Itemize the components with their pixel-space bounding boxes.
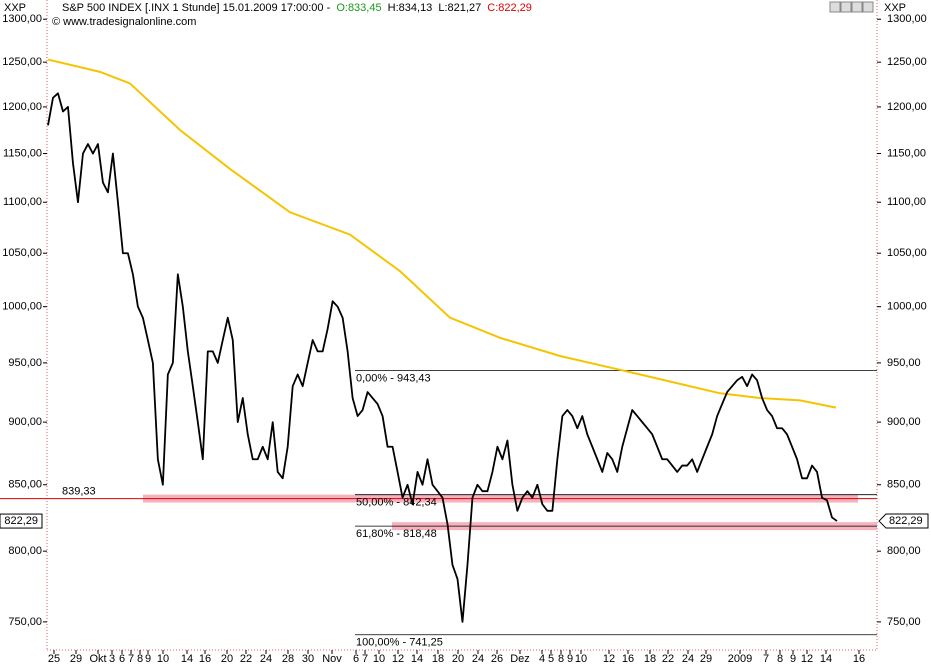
x-tick-label: 30 [302, 653, 314, 665]
x-tick-label: 18 [644, 653, 656, 665]
x-tick-label: 7 [362, 653, 368, 665]
symbol-left: XXP [4, 2, 26, 14]
x-tick-label: 12 [801, 653, 813, 665]
x-tick-label: Okt [89, 653, 106, 665]
y-tick-label: 1050,00 [2, 247, 42, 259]
y-tick-label: 800,00 [8, 545, 42, 557]
button-end[interactable] [851, 1, 863, 13]
x-tick-label: 25 [48, 653, 60, 665]
x-tick-label: 9 [145, 653, 151, 665]
last-price-box-right [878, 513, 929, 529]
nav-buttons[interactable] [829, 1, 874, 13]
button-left[interactable] [829, 1, 841, 13]
x-tick-label: 2009 [728, 653, 752, 665]
fib-label: 50,00% - 842,34 [356, 497, 437, 509]
x-tick-label: Nov [322, 653, 342, 665]
fib-label: 0,00% - 943,43 [356, 372, 431, 384]
x-tick-label: 28 [282, 653, 294, 665]
header: S&P 500 INDEX [.INX 1 Stunde] 15.01.2009… [62, 2, 532, 14]
header-close: C:822,29 [487, 2, 532, 14]
last-price-left: 822,29 [4, 515, 38, 527]
y-tick-label-right: 750,00 [887, 616, 921, 628]
y-tick-label-right: 850,00 [887, 479, 921, 491]
x-tick-label: 8 [558, 653, 564, 665]
x-tick-label: 16 [622, 653, 634, 665]
header-open: O:833,45 [336, 2, 381, 14]
header-high: H:834,13 [388, 2, 433, 14]
x-tick-label: 16 [853, 653, 865, 665]
x-tick-label: 3 [109, 653, 115, 665]
x-tick-label: 7 [128, 653, 134, 665]
x-tick-label: Dez [510, 653, 530, 665]
header-low: L:821,27 [438, 2, 481, 14]
y-tick-label-right: 1200,00 [887, 101, 927, 113]
y-tick-label-right: 950,00 [887, 357, 921, 369]
x-tick-label: 6 [353, 653, 359, 665]
x-tick-label: 26 [491, 653, 503, 665]
x-tick-label: 24 [682, 653, 694, 665]
button-right[interactable] [840, 1, 852, 13]
symbol-right: XXP [884, 2, 906, 14]
fib-label: 61,80% - 818,48 [356, 528, 437, 540]
y-tick-label-right: 1250,00 [887, 56, 927, 68]
x-tick-label: 4 [539, 653, 545, 665]
y-tick-label-right: 1150,00 [887, 147, 926, 159]
y-tick-label: 1200,00 [2, 101, 42, 113]
y-tick-label: 750,00 [8, 616, 42, 628]
moving-average [47, 58, 837, 409]
x-tick-label: 6 [119, 653, 125, 665]
header-instrument: S&P 500 INDEX [.INX 1 Stunde] 15.01.2009… [62, 2, 331, 14]
x-tick-label: 10 [373, 653, 385, 665]
y-tick-label: 1300,00 [2, 13, 42, 25]
last-price-box-left [0, 513, 43, 529]
x-tick-label: 24 [260, 653, 272, 665]
y-tick-label-right: 900,00 [887, 416, 921, 428]
button-maximize[interactable] [862, 1, 874, 13]
y-tick-label: 1100,00 [3, 196, 42, 208]
y-tick-label-right: 1050,00 [887, 247, 927, 259]
x-tick-label: 10 [575, 653, 587, 665]
x-tick-label: 14 [181, 653, 193, 665]
y-tick-label: 850,00 [8, 479, 42, 491]
price-line [47, 92, 838, 623]
x-tick-label: 20 [221, 653, 233, 665]
fib-label: 100,00% - 741,25 [356, 637, 443, 649]
y-tick-label-right: 1300,00 [887, 13, 927, 25]
y-tick-label-right: 1000,00 [887, 301, 927, 313]
copyright: © www.tradesignalonline.com [52, 16, 196, 28]
y-tick-label: 900,00 [8, 416, 42, 428]
y-tick-label: 950,00 [8, 357, 42, 369]
x-tick-label: 29 [700, 653, 712, 665]
x-tick-label: 14 [411, 653, 423, 665]
x-tick-label: 20 [452, 653, 464, 665]
x-tick-label: 29 [70, 653, 82, 665]
x-tick-label: 12 [392, 653, 404, 665]
x-tick-label: 14 [820, 653, 832, 665]
last-price-right: 822,29 [889, 515, 923, 527]
x-tick-label: 7 [763, 653, 769, 665]
y-tick-label: 1000,00 [2, 301, 42, 313]
x-tick-label: 8 [777, 653, 783, 665]
x-tick-label: 22 [240, 653, 252, 665]
y-tick-label-right: 800,00 [887, 545, 921, 557]
y-tick-label-right: 1100,00 [887, 196, 926, 208]
support-label: 839,33 [62, 485, 96, 497]
x-tick-label: 10 [157, 653, 169, 665]
x-tick-label: 9 [790, 653, 796, 665]
y-tick-label: 1250,00 [2, 56, 42, 68]
x-tick-label: 16 [199, 653, 211, 665]
x-tick-label: 12 [603, 653, 615, 665]
x-tick-label: 24 [472, 653, 484, 665]
x-tick-label: 9 [567, 653, 573, 665]
x-tick-label: 22 [662, 653, 674, 665]
x-tick-label: 5 [548, 653, 554, 665]
x-tick-label: 18 [432, 653, 444, 665]
y-tick-label: 1150,00 [3, 147, 42, 159]
x-tick-label: 8 [137, 653, 143, 665]
